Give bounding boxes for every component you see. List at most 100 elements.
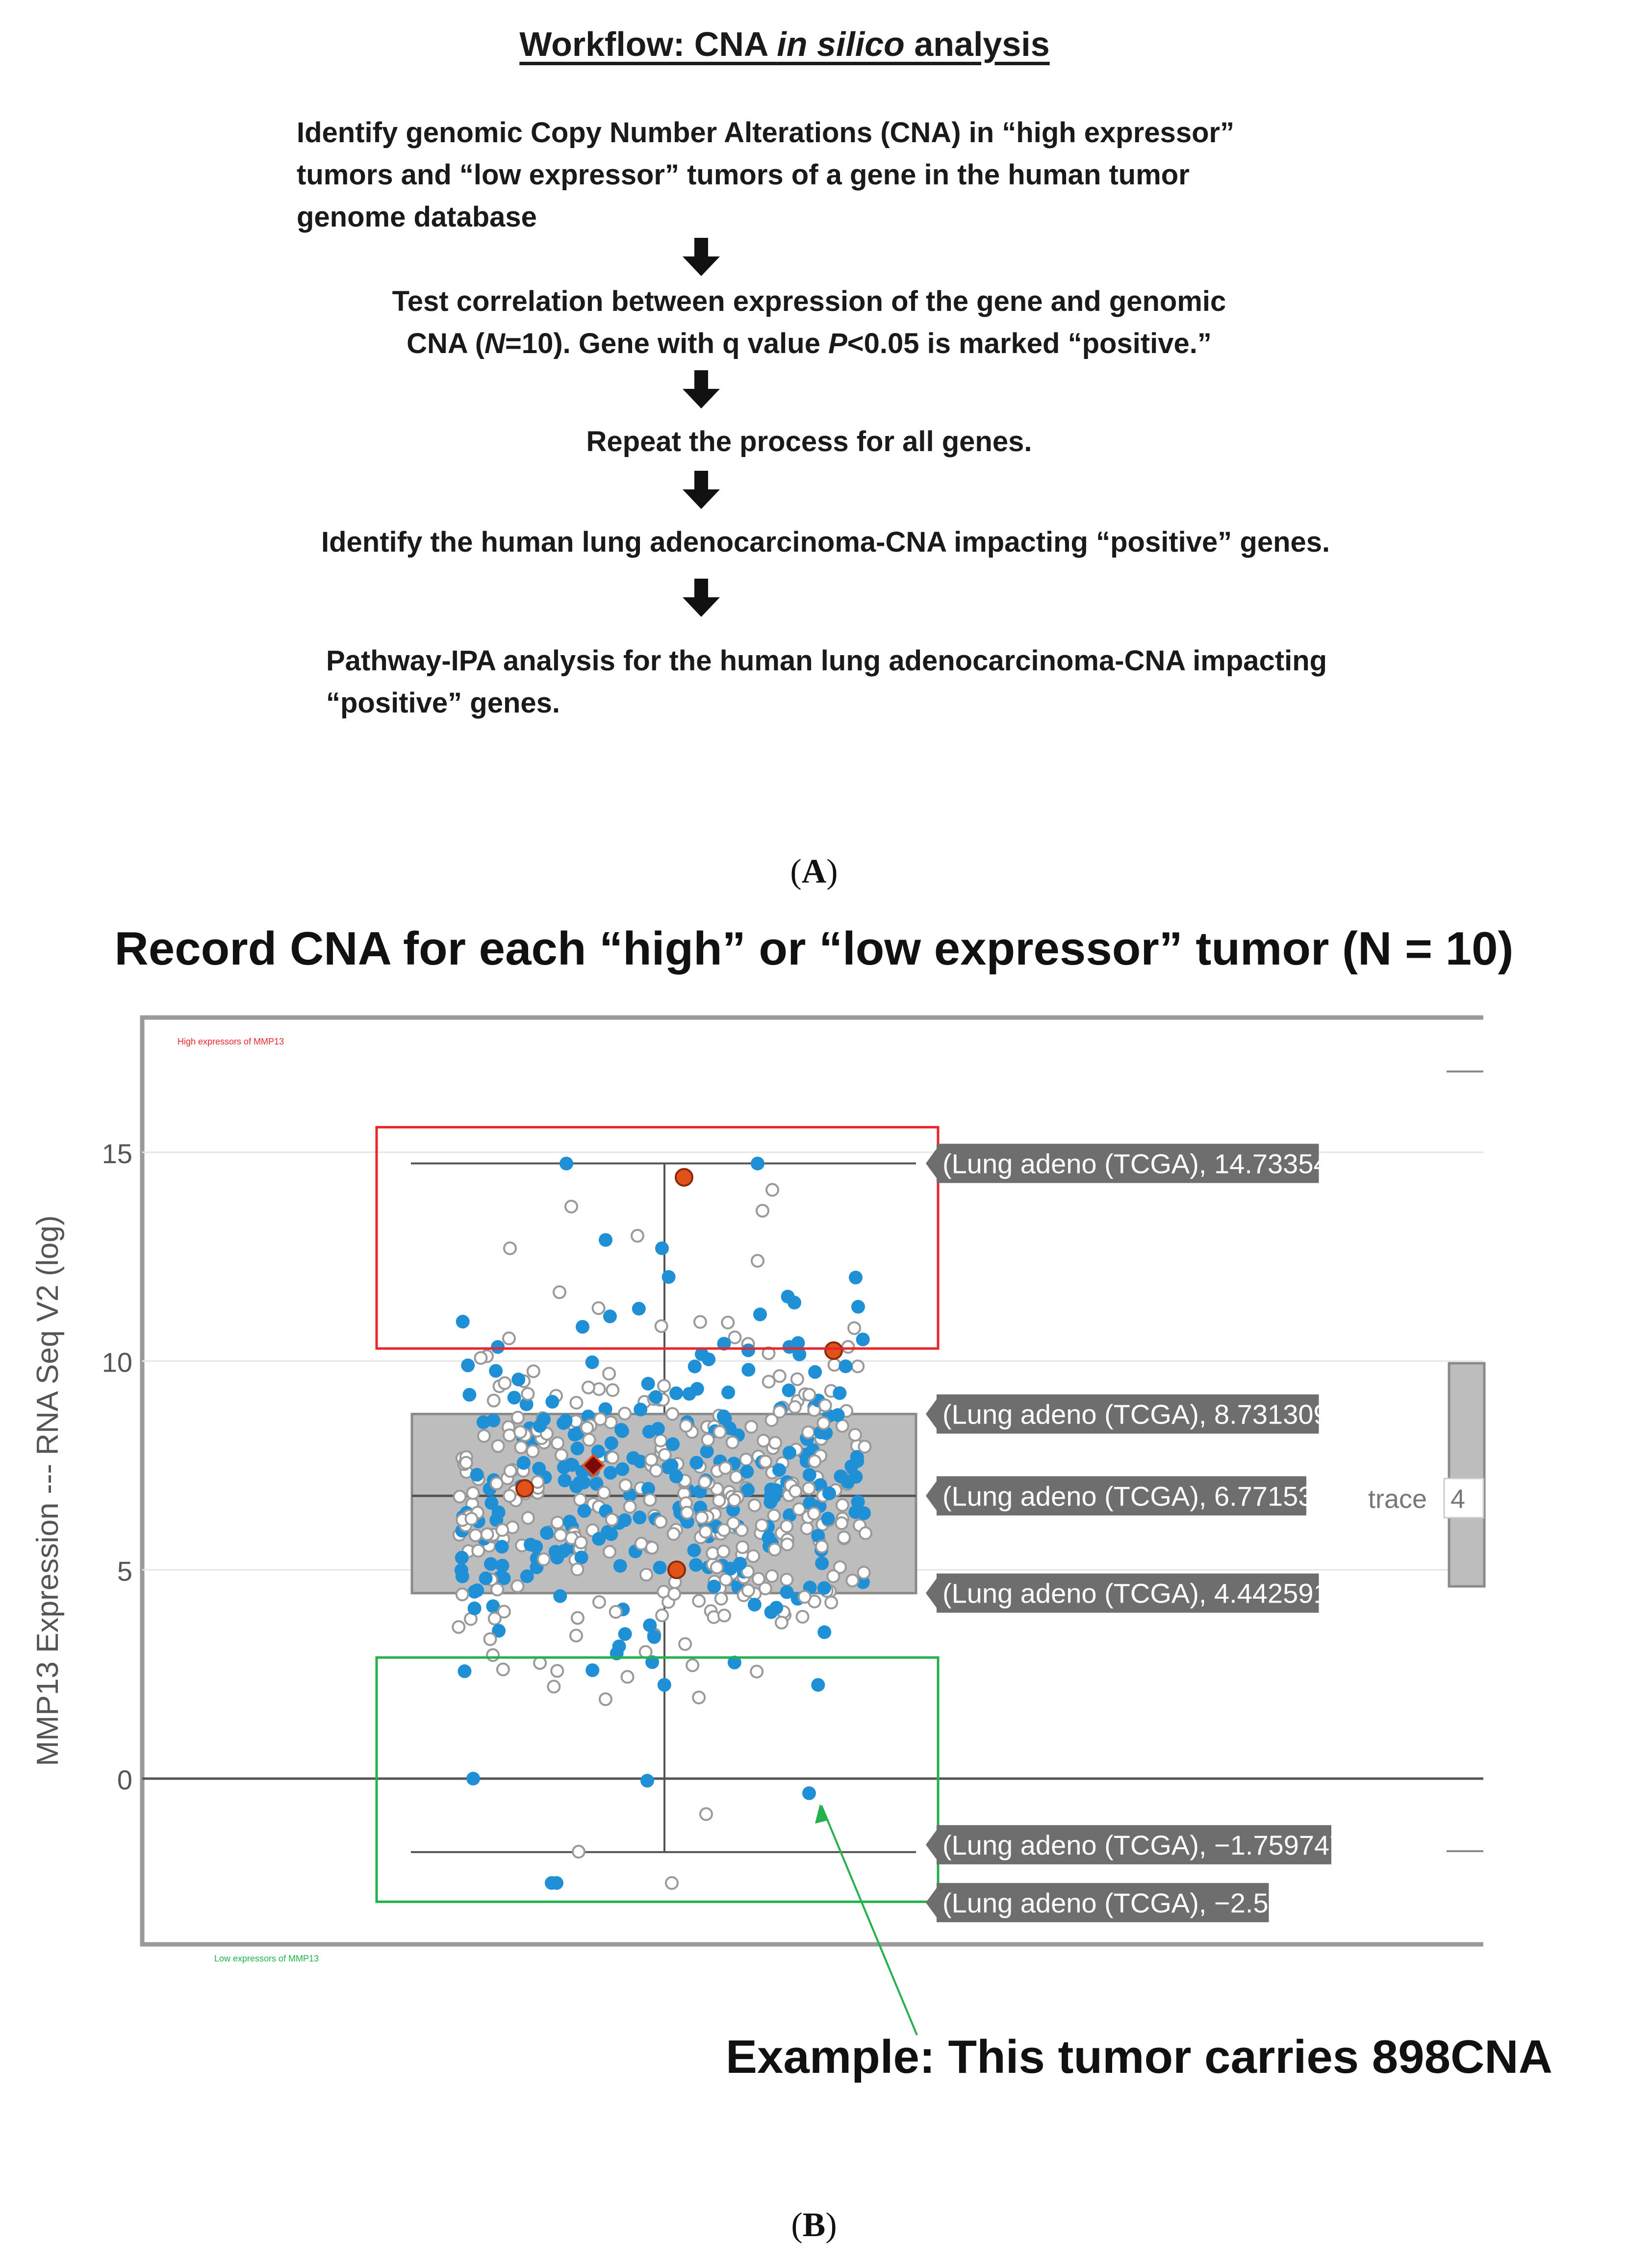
data-point-mutated <box>653 1560 667 1575</box>
data-point <box>581 1380 595 1395</box>
data-point <box>536 1552 551 1566</box>
data-point-mutated <box>802 1786 816 1800</box>
callout-pointer <box>926 1481 937 1511</box>
data-point-mutated <box>657 1678 671 1692</box>
data-point-mutated <box>507 1391 521 1405</box>
data-point <box>655 1608 669 1623</box>
data-point <box>580 1421 594 1435</box>
data-point <box>667 1587 682 1601</box>
data-point <box>468 1528 483 1542</box>
callout-box <box>937 1825 1331 1864</box>
data-point <box>582 1433 596 1447</box>
data-point <box>547 1680 561 1694</box>
workflow-step-3: Repeat the process for all genes. <box>586 426 1032 458</box>
data-point <box>466 1486 480 1500</box>
trace-tab-label: 4 <box>1450 1484 1465 1514</box>
callout-pointer <box>926 1830 937 1860</box>
data-point-mutated <box>802 1468 816 1482</box>
data-point-mutated <box>839 1359 853 1374</box>
data-point <box>833 1560 847 1574</box>
data-point-mutated <box>516 1456 531 1470</box>
data-point <box>592 1595 606 1609</box>
data-point <box>598 1692 612 1707</box>
data-point-mutated <box>489 1364 503 1378</box>
callout-text: (Lung adeno (TCGA), 8.731309) <box>942 1399 1338 1430</box>
data-point <box>739 1453 753 1467</box>
data-point <box>756 1433 770 1448</box>
data-point-mutated <box>495 1558 509 1573</box>
data-point-mutated <box>811 1529 825 1543</box>
data-point-mutated <box>764 1482 778 1497</box>
data-point <box>701 1433 715 1447</box>
data-point <box>772 1369 787 1383</box>
data-point <box>498 1376 512 1390</box>
data-point-mutated <box>655 1241 669 1255</box>
data-point-highlighted <box>667 1560 686 1580</box>
data-point <box>665 1407 680 1421</box>
data-point <box>477 1429 491 1443</box>
data-point <box>513 1425 527 1439</box>
data-point-mutated <box>461 1358 475 1373</box>
data-point <box>471 1544 485 1558</box>
data-point <box>780 1537 794 1552</box>
data-point-mutated <box>470 1583 484 1597</box>
data-point-mutated <box>641 1481 655 1496</box>
callout-pointer <box>926 1887 937 1917</box>
data-point-mutated <box>803 1496 817 1510</box>
workflow-step-4: Identify the human lung adenocarcinoma-C… <box>321 526 1330 558</box>
data-point <box>605 1451 619 1465</box>
data-point <box>569 1629 583 1643</box>
data-point-mutated <box>849 1271 863 1285</box>
data-point-mutated <box>570 1441 585 1455</box>
data-point-mutated <box>618 1627 632 1641</box>
data-point-mutated <box>604 1436 618 1451</box>
data-point <box>728 1330 742 1345</box>
data-point-mutated <box>649 1390 663 1404</box>
data-point <box>772 1404 787 1419</box>
data-point-mutated <box>633 1510 647 1525</box>
data-point-mutated <box>489 1513 504 1527</box>
data-point <box>692 1690 706 1705</box>
data-point-highlighted <box>515 1479 534 1498</box>
y-tick-label: 0 <box>117 1764 132 1795</box>
data-point <box>845 1573 860 1587</box>
data-point <box>649 1463 663 1478</box>
data-point-mutated <box>751 1156 764 1171</box>
data-point-mutated <box>626 1451 640 1465</box>
data-point-mutated <box>545 1395 560 1409</box>
data-point <box>847 1321 862 1335</box>
data-point <box>717 1608 731 1623</box>
data-point <box>483 1632 497 1646</box>
example-note: Example: This tumor carries 898CNA <box>726 2031 1552 2083</box>
data-point-mutated <box>615 1462 630 1476</box>
data-point <box>453 1489 467 1504</box>
trace-tab <box>1443 1478 1484 1519</box>
data-point <box>459 1455 473 1470</box>
data-point-mutated <box>721 1385 736 1400</box>
data-point-highlighted <box>824 1341 843 1360</box>
data-point-mutated <box>564 1457 578 1472</box>
data-point-mutated <box>577 1476 591 1490</box>
data-point <box>452 1620 466 1634</box>
data-point-mutated <box>687 1359 702 1374</box>
data-point <box>693 1315 707 1329</box>
data-point-mutated <box>647 1630 661 1644</box>
data-point <box>815 1539 829 1554</box>
data-point <box>643 1493 657 1507</box>
data-point-mutated <box>690 1382 704 1396</box>
data-point <box>591 1301 606 1315</box>
data-point <box>710 1560 724 1575</box>
data-point-mutated <box>741 1363 756 1377</box>
data-point <box>744 1420 759 1434</box>
trace-label: trace <box>1368 1484 1427 1514</box>
data-point <box>455 1587 469 1602</box>
data-point <box>841 1340 855 1354</box>
data-point <box>602 1367 616 1381</box>
callout-pointer <box>926 1399 937 1429</box>
callout-box <box>937 1144 1319 1183</box>
data-point-mutated <box>717 1337 731 1351</box>
data-point <box>554 1448 568 1462</box>
data-point <box>569 1396 584 1410</box>
data-point-mutated <box>562 1514 577 1529</box>
